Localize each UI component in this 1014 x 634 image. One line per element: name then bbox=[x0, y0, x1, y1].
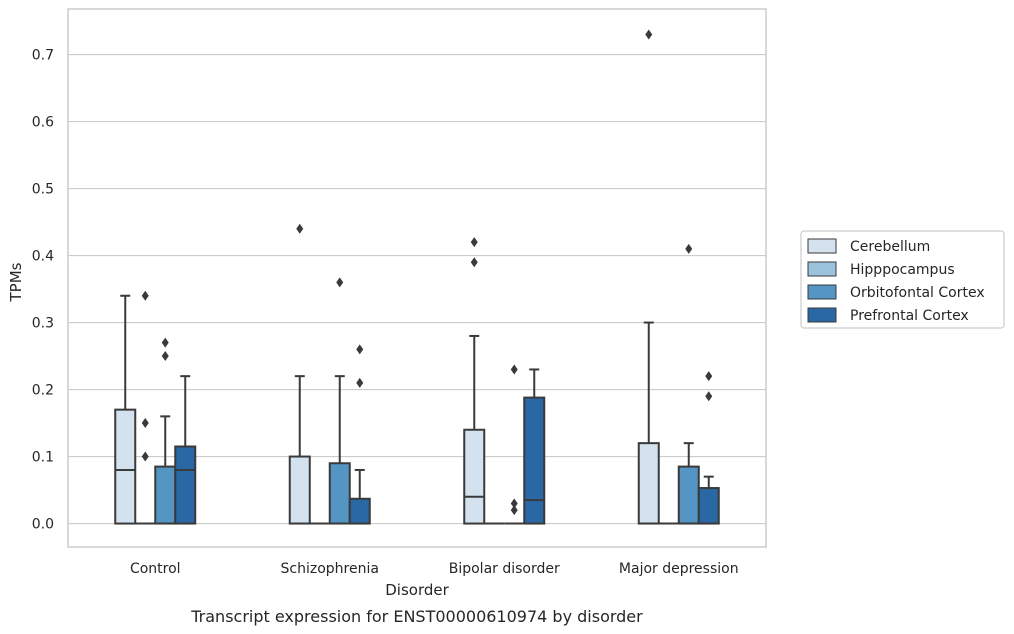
y-tick-labels: 0.0 0.1 0.2 0.3 0.4 0.5 0.6 0.7 bbox=[32, 48, 54, 533]
outlier-point bbox=[685, 243, 693, 254]
box-3-0 bbox=[637, 29, 660, 525]
y-tick-label: 0.5 bbox=[32, 182, 54, 198]
box-2-0 bbox=[463, 237, 486, 525]
box-2-2 bbox=[504, 364, 525, 525]
box-0-3 bbox=[174, 375, 197, 525]
outlier-point bbox=[161, 351, 169, 362]
outlier-point bbox=[296, 223, 304, 234]
y-tick-label: 0.4 bbox=[32, 249, 54, 265]
box-3-2 bbox=[677, 243, 700, 525]
box-iqr bbox=[288, 455, 311, 525]
box-0-0 bbox=[114, 294, 137, 525]
grid-layer bbox=[68, 53, 766, 525]
outlier-point bbox=[510, 364, 518, 375]
y-tick-label: 0.1 bbox=[32, 450, 54, 466]
box-3-3 bbox=[697, 371, 720, 525]
legend-label: Prefrontal Cortex bbox=[850, 308, 969, 324]
legend-label: Hipppocampus bbox=[850, 262, 955, 278]
box-iqr bbox=[114, 408, 137, 525]
box-iqr bbox=[697, 487, 720, 525]
x-tick-label: Major depression bbox=[619, 561, 739, 577]
legend-frame bbox=[800, 230, 1005, 329]
legend-swatch bbox=[807, 307, 837, 323]
outlier-point bbox=[510, 498, 518, 509]
outlier-point bbox=[705, 391, 713, 402]
y-axis-title: TPMs bbox=[7, 262, 25, 302]
outlier-point bbox=[705, 371, 713, 382]
chart-caption: Transcript expression for ENST0000061097… bbox=[190, 607, 643, 626]
box-iqr bbox=[463, 428, 486, 525]
y-tick-label: 0.6 bbox=[32, 115, 54, 131]
plot-frame bbox=[67, 8, 767, 548]
x-tick-labels: Control Schizophrenia Bipolar disorder Majo… bbox=[130, 561, 739, 577]
outlier-point bbox=[510, 505, 518, 516]
x-tick-label: Schizophrenia bbox=[281, 561, 379, 577]
outlier-point bbox=[470, 257, 478, 268]
legend: Cerebellum Hipppocampus Orbitofontal Corte… bbox=[800, 230, 1005, 329]
outlier-point bbox=[141, 290, 149, 301]
box-1-0 bbox=[288, 223, 311, 525]
legend-swatch bbox=[807, 284, 837, 300]
box-iqr bbox=[328, 462, 351, 525]
x-tick-label: Control bbox=[130, 561, 181, 577]
outlier-point bbox=[356, 377, 364, 388]
y-tick-label: 0.0 bbox=[32, 517, 54, 533]
legend-swatch bbox=[807, 261, 837, 277]
outlier-point bbox=[336, 277, 344, 288]
legend-label: Orbitofontal Cortex bbox=[850, 285, 985, 301]
box-iqr bbox=[523, 396, 546, 525]
box-iqr bbox=[677, 465, 700, 525]
box-0-1 bbox=[135, 290, 156, 525]
y-tick-label: 0.7 bbox=[32, 48, 54, 64]
box-0-2 bbox=[154, 337, 177, 525]
boxes-layer bbox=[114, 29, 720, 525]
outlier-point bbox=[470, 237, 478, 248]
legend-label: Cerebellum bbox=[850, 239, 930, 255]
outlier-point bbox=[356, 344, 364, 355]
box-1-2 bbox=[328, 277, 351, 525]
box-2-3 bbox=[523, 368, 546, 525]
y-tick-label: 0.2 bbox=[32, 383, 54, 399]
outlier-point bbox=[645, 29, 653, 40]
box-iqr bbox=[348, 497, 371, 525]
outlier-point bbox=[141, 451, 149, 462]
box-1-3 bbox=[348, 344, 371, 525]
outlier-point bbox=[161, 337, 169, 348]
x-axis-title: Disorder bbox=[385, 581, 449, 599]
outlier-point bbox=[141, 418, 149, 429]
y-tick-label: 0.3 bbox=[32, 316, 54, 332]
box-iqr bbox=[154, 465, 177, 525]
legend-swatch bbox=[807, 238, 837, 254]
x-tick-label: Bipolar disorder bbox=[449, 561, 560, 577]
box-iqr bbox=[637, 442, 660, 525]
box-iqr bbox=[174, 445, 197, 525]
